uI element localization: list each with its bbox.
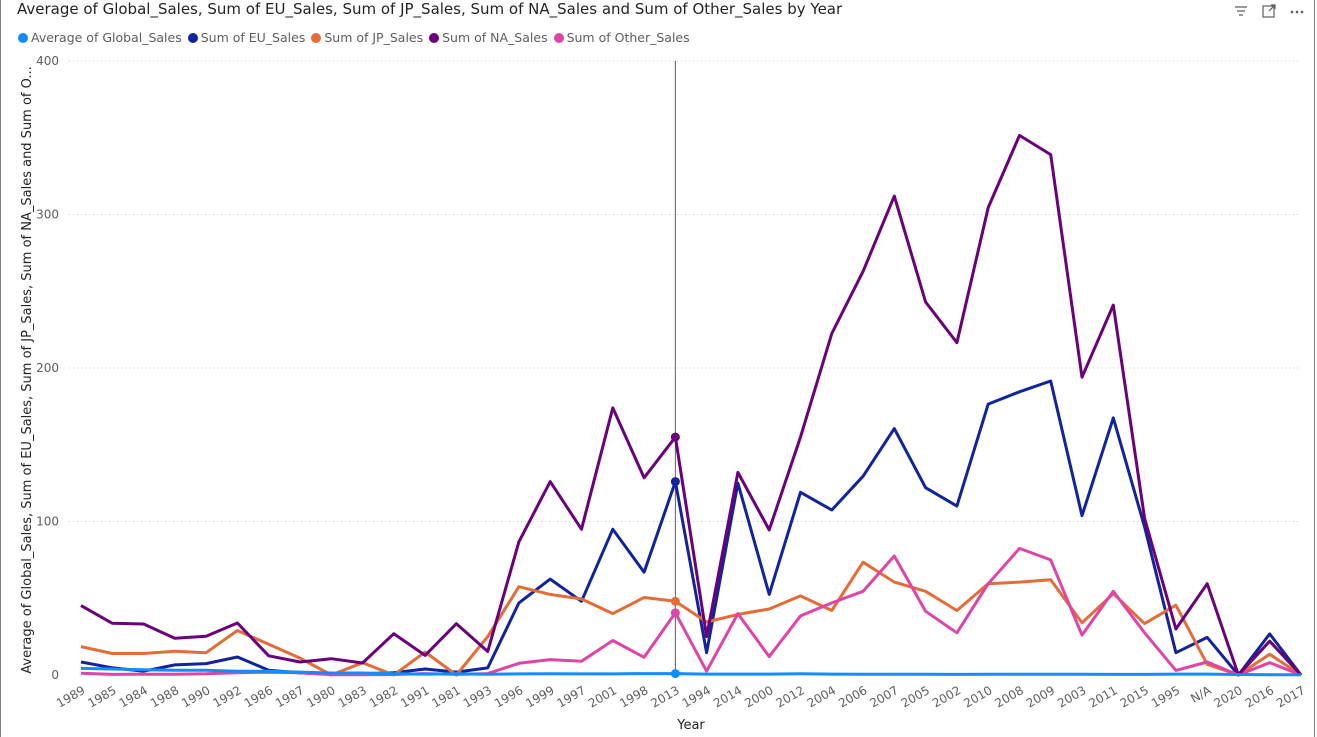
x-tick-label: 1982 (367, 683, 400, 710)
x-tick-label: 2014 (711, 683, 744, 710)
legend-item[interactable]: Sum of NA_Sales (429, 30, 548, 45)
y-tick-label: 400 (36, 54, 59, 68)
y-tick-label: 200 (36, 361, 59, 375)
legend-marker (18, 32, 28, 43)
x-tick-label: 1983 (336, 683, 369, 710)
x-tick-label: 2015 (1118, 683, 1151, 710)
more-options-icon[interactable] (1288, 2, 1306, 20)
x-tick-label: 1987 (273, 683, 306, 710)
x-tick-label: 1989 (54, 683, 87, 710)
series-line-0[interactable] (80, 666, 1302, 677)
y-axis-label: Average of Global_Sales, Sum of EU_Sales… (20, 66, 35, 674)
chart-title: Average of Global_Sales, Sum of EU_Sales… (17, 0, 843, 18)
legend-marker (553, 32, 564, 43)
x-tick-label: 2006 (836, 683, 869, 710)
x-tick-label: 2011 (1086, 683, 1119, 710)
x-axis-label: Year (676, 718, 705, 733)
x-tick-label: 2017 (1274, 683, 1307, 710)
x-tick-label: 1990 (179, 683, 212, 710)
hover-point (670, 432, 680, 442)
x-tick-label: 2009 (1024, 683, 1057, 710)
legend-item[interactable]: Average of Global_Sales (18, 30, 182, 45)
x-tick-label: 2005 (899, 683, 932, 710)
y-tick-label: 0 (51, 668, 59, 682)
x-tick-label: 2010 (961, 683, 994, 710)
x-tick-label: 1996 (492, 683, 525, 710)
legend-label: Sum of NA_Sales (442, 30, 548, 45)
x-tick-label: 1994 (680, 683, 713, 710)
x-tick-label: N/A (1188, 683, 1214, 706)
x-tick-label: 2000 (742, 683, 775, 710)
x-tick-label: 2013 (648, 683, 681, 710)
x-tick-label: 2012 (774, 683, 807, 710)
x-tick-label: 1995 (1149, 683, 1182, 710)
x-tick-label: 1993 (461, 683, 494, 710)
legend-label: Sum of JP_Sales (324, 30, 424, 45)
y-tick-label: 300 (36, 208, 59, 222)
focus-mode-icon[interactable] (1260, 2, 1278, 20)
series-line-3[interactable] (80, 133, 1303, 677)
hover-point (670, 477, 680, 487)
legend-label: Sum of Other_Sales (566, 30, 690, 45)
x-tick-label: 2020 (1211, 683, 1244, 710)
x-tick-label: 1999 (523, 683, 556, 710)
x-tick-label: 2004 (805, 683, 838, 710)
x-tick-label: 2001 (586, 683, 619, 710)
legend-marker (311, 32, 322, 43)
x-tick-label: 2003 (1055, 683, 1088, 710)
x-tick-label: 1980 (304, 683, 337, 710)
x-tick-label: 2016 (1243, 683, 1276, 710)
x-tick-label: 1985 (85, 683, 118, 710)
x-tick-label: 1991 (398, 683, 431, 710)
y-tick-label: 100 (36, 515, 59, 529)
x-tick-label: 1988 (148, 683, 181, 710)
chart-legend: Average of Global_Sales Sum of EU_Sales Su… (18, 30, 690, 45)
hover-point (670, 669, 680, 679)
legend-marker (187, 32, 198, 43)
x-tick-label: 2007 (867, 683, 900, 710)
x-tick-label: 2008 (993, 683, 1026, 710)
series-line-2[interactable] (80, 560, 1302, 677)
legend-item[interactable]: Sum of Other_Sales (553, 30, 690, 45)
visual-header-icons (1232, 2, 1306, 20)
x-tick-label: 1992 (210, 683, 243, 710)
x-tick-label: 1986 (242, 683, 275, 710)
x-tick-label: 1998 (617, 683, 650, 710)
legend-label: Average of Global_Sales (31, 30, 182, 45)
x-tick-label: 1984 (117, 683, 150, 710)
filter-icon[interactable] (1232, 2, 1250, 20)
legend-item[interactable]: Sum of EU_Sales (187, 30, 306, 45)
legend-item[interactable]: Sum of JP_Sales (311, 30, 423, 45)
legend-label: Sum of EU_Sales (200, 30, 306, 45)
hover-point (670, 596, 680, 606)
x-tick-label: 1981 (429, 683, 462, 710)
x-tick-label: 1997 (555, 683, 588, 710)
x-tick-label: 2002 (930, 683, 963, 710)
legend-marker (429, 32, 440, 43)
hover-point (670, 608, 680, 618)
